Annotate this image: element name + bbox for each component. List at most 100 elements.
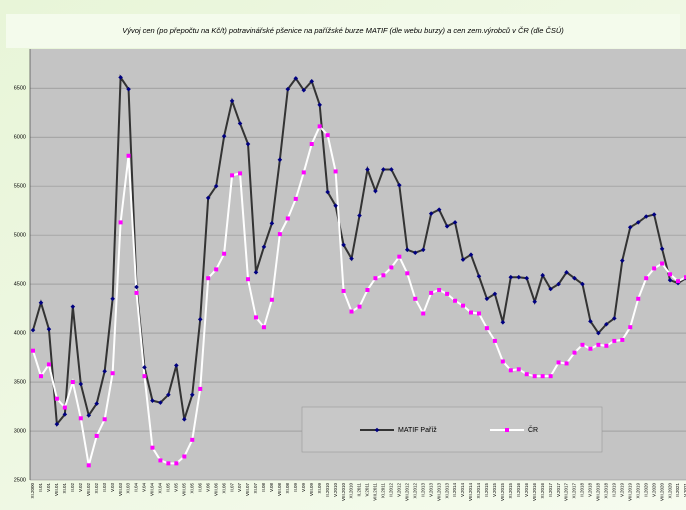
y-tick-label: 5000: [14, 233, 26, 239]
marker: [94, 401, 100, 406]
x-tick-label: XI.04: [158, 483, 163, 494]
x-tick-label: VIII.07: [245, 483, 250, 497]
marker: [508, 368, 513, 373]
marker: [38, 300, 44, 306]
marker: [373, 188, 378, 194]
x-tick-label: II.2013: [420, 483, 425, 497]
marker: [659, 246, 665, 252]
x-tick-label: XI.09: [317, 483, 322, 494]
x-tick-label: VIII.2017: [564, 483, 569, 502]
marker: [349, 309, 354, 314]
x-tick-label: XI.2017: [572, 483, 577, 499]
x-tick-label: VIII.2018: [596, 483, 601, 502]
marker: [126, 153, 131, 158]
x-tick-label: V.03: [110, 483, 115, 492]
x-tick-label: V.2014: [460, 483, 465, 497]
x-tick-label: XI.2010: [349, 483, 354, 499]
marker: [619, 258, 625, 263]
marker: [142, 374, 147, 379]
marker: [62, 405, 67, 410]
marker: [651, 212, 657, 217]
marker: [54, 396, 59, 401]
marker: [389, 265, 394, 270]
marker: [452, 220, 458, 225]
legend-label: ČR: [528, 425, 538, 434]
marker: [508, 274, 514, 280]
marker: [505, 428, 509, 432]
x-tick-label: II.03: [102, 483, 107, 492]
x-tick-label: XI.05: [189, 483, 194, 494]
marker: [556, 360, 561, 365]
marker: [158, 400, 163, 405]
marker: [38, 374, 43, 379]
marker: [341, 242, 346, 248]
marker: [189, 392, 195, 398]
marker: [500, 359, 505, 364]
x-tick-label: XI.2015: [508, 483, 513, 499]
x-tick-label: II.2017: [548, 483, 553, 497]
x-tick-label: V.2015: [492, 483, 497, 497]
marker: [197, 317, 203, 322]
x-tick-label: XI.2016: [540, 483, 545, 499]
marker: [468, 252, 474, 258]
x-tick-label: VIII.01: [54, 483, 59, 497]
y-tick-label: 4500: [14, 282, 26, 288]
legend-box: [301, 406, 603, 453]
marker: [62, 412, 68, 417]
marker: [357, 304, 362, 309]
x-tick-label: XI.2013: [444, 483, 449, 499]
marker: [118, 75, 123, 80]
marker: [437, 287, 442, 292]
marker: [588, 319, 593, 324]
x-tick-label: VIII.05: [181, 483, 186, 497]
marker: [373, 276, 378, 281]
marker: [333, 203, 338, 209]
marker: [628, 325, 633, 330]
marker: [182, 416, 187, 422]
y-tick-label: 6000: [14, 135, 26, 141]
x-tick-label: V.02: [78, 483, 83, 492]
marker: [580, 281, 585, 287]
marker: [404, 247, 410, 253]
marker: [166, 392, 171, 398]
x-tick-label: V.08: [269, 483, 274, 492]
x-tick-label: XI.2011: [381, 483, 386, 499]
marker: [684, 275, 686, 280]
marker: [230, 173, 235, 178]
x-tick-label: V.06: [205, 483, 210, 492]
x-tick-label: XI.2018: [604, 483, 609, 499]
x-tick-label: XI.2012: [412, 483, 417, 499]
x-tick-label: V.2010: [333, 483, 338, 497]
x-tick-label: V.05: [174, 483, 179, 492]
marker: [413, 296, 418, 301]
marker: [102, 368, 107, 374]
marker: [46, 326, 52, 332]
x-tick-label: V.01: [46, 483, 51, 492]
marker: [94, 433, 99, 438]
marker: [253, 315, 258, 320]
x-tick-label: VIII.04: [150, 483, 155, 497]
marker: [110, 296, 115, 302]
marker: [564, 270, 569, 275]
marker: [349, 256, 354, 261]
marker: [516, 274, 522, 280]
marker: [333, 169, 338, 174]
marker: [635, 220, 641, 225]
marker: [301, 87, 307, 93]
x-tick-label: VIII.2013: [436, 483, 441, 502]
x-tick-label: XI.2014: [476, 483, 481, 499]
marker: [660, 261, 665, 266]
x-tick-label: V.2020: [651, 483, 656, 497]
marker: [374, 427, 380, 433]
x-tick-label: XI.03: [126, 483, 131, 494]
marker: [532, 374, 537, 379]
marker: [174, 363, 179, 368]
marker: [676, 279, 681, 284]
marker: [572, 350, 577, 355]
marker: [461, 303, 466, 308]
marker: [182, 454, 187, 459]
marker: [468, 310, 473, 315]
x-tick-label: II.05: [166, 483, 171, 492]
y-tick-label: 6500: [14, 86, 26, 92]
y-tick-label: 5500: [14, 184, 26, 190]
